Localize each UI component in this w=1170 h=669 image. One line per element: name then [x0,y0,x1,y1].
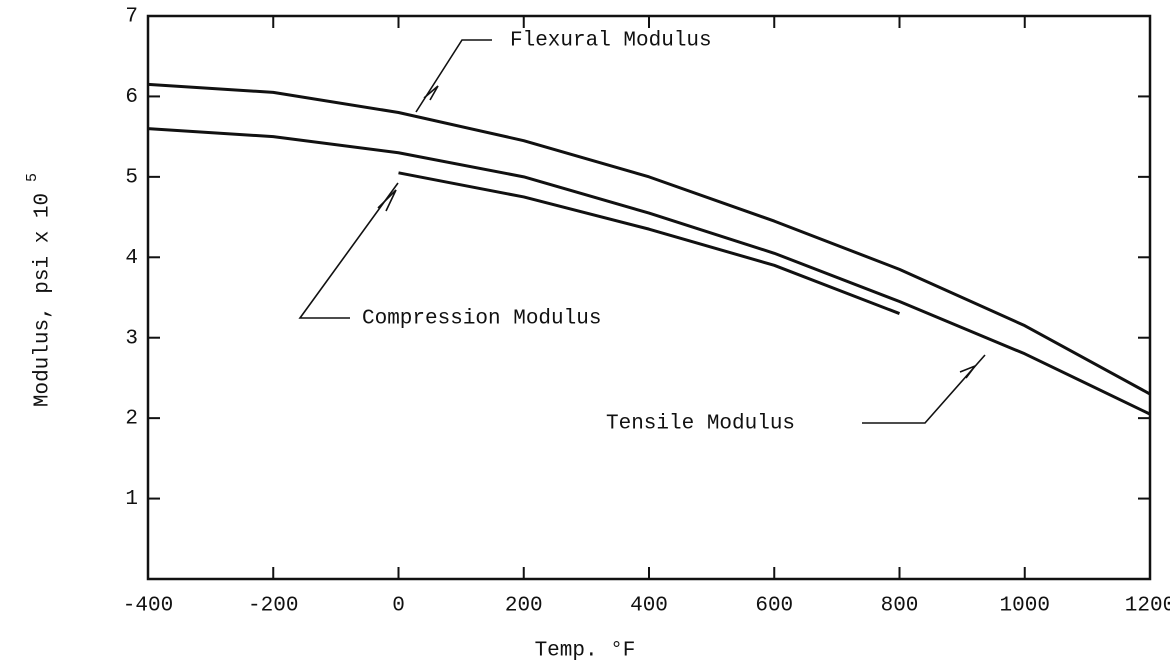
leader-line [415,39,492,113]
series-label: Flexural Modulus [510,30,712,53]
x-axis-label: Temp. °F [535,640,636,663]
x-tick-label: -200 [248,595,298,618]
y-axis-label: Modulus, psi x 10 [32,193,55,407]
x-tick-label: 800 [881,595,919,618]
y-axis-label-exponent: 5 [24,173,41,182]
x-tick-label: 600 [755,595,793,618]
y-axis-label-group: Modulus, psi x 10 5 [24,173,55,407]
y-tick-label: 1 [125,488,138,511]
data-line [147,127,1151,416]
plot-frame [146,14,1152,581]
x-tick-label: 1000 [1000,595,1050,618]
arrowhead [423,85,439,101]
data-line [147,82,1151,396]
data-line [398,171,901,315]
x-tick-label: 400 [630,595,668,618]
x-tick-label: 200 [505,595,543,618]
y-tick-label: 2 [125,408,138,431]
x-tick-label: -400 [123,595,173,618]
arrowhead [959,364,978,379]
x-tick-label: 0 [392,595,405,618]
leader-line [862,354,986,424]
arrowhead [377,189,397,212]
y-tick-label: 4 [125,247,138,270]
y-tick-label: 7 [125,6,138,29]
leader-line [298,182,399,319]
x-tick-label: 1200 [1125,595,1170,618]
y-tick-label: 5 [125,166,138,189]
series-label: Tensile Modulus [606,413,795,436]
y-tick-label: 3 [125,327,138,350]
series-label: Compression Modulus [362,308,601,331]
y-tick-label: 6 [125,86,138,109]
